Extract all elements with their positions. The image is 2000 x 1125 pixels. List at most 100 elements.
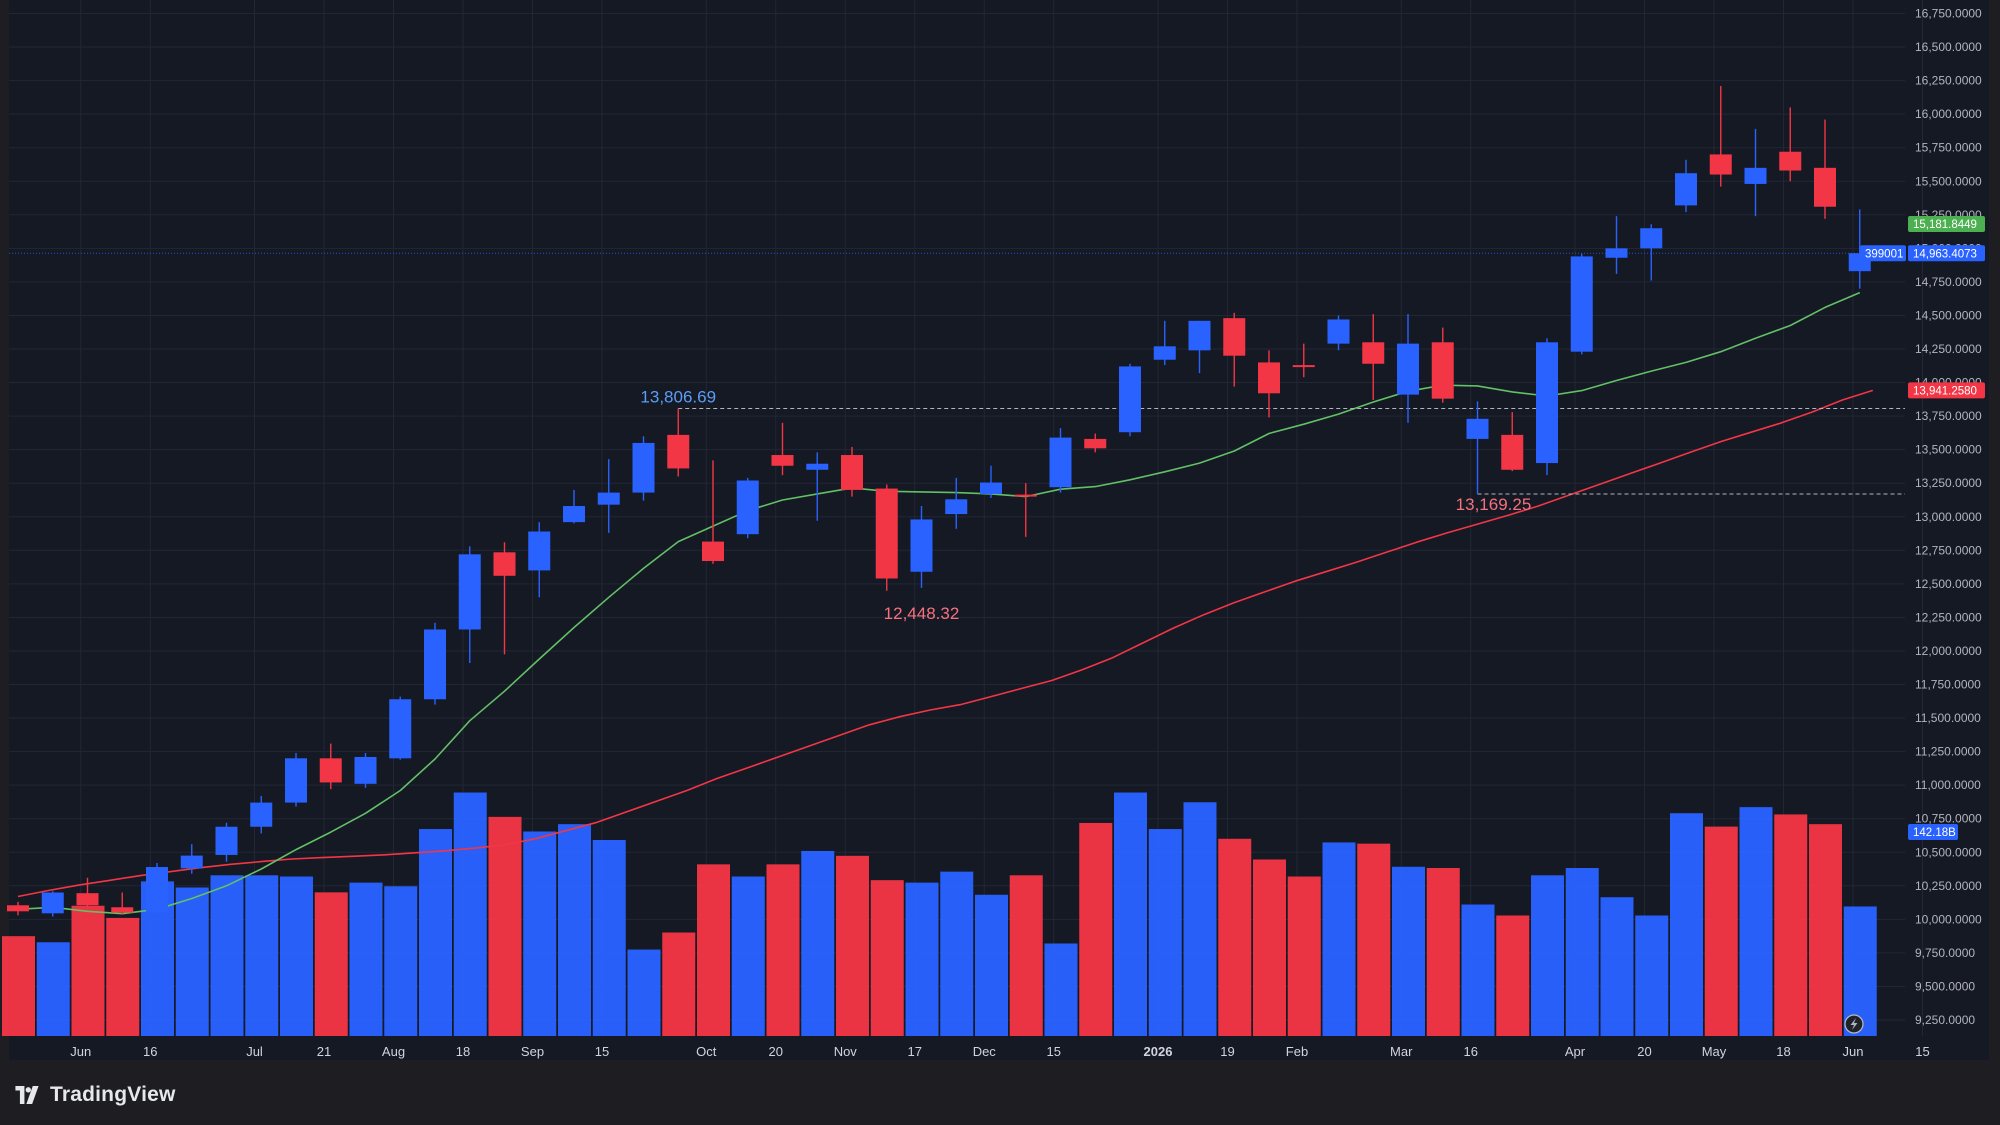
y-tick-label: 12,000.0000 (1915, 644, 1982, 658)
candle-body (980, 482, 1002, 494)
candle-body (597, 492, 620, 505)
x-tick-label: 2026 (1144, 1044, 1173, 1059)
candle-body (1223, 318, 1246, 356)
y-tick-label: 13,000.0000 (1915, 510, 1982, 524)
candle-body (111, 907, 134, 913)
x-tick-label: Jun (70, 1044, 91, 1059)
candle-body (1258, 362, 1280, 394)
volume-bar (1809, 824, 1842, 1036)
candle-body (1153, 346, 1176, 360)
y-tick-label: 10,500.0000 (1915, 845, 1982, 859)
candle-body (1709, 154, 1732, 175)
y-tick-label: 16,000.0000 (1915, 107, 1982, 121)
candle-body (76, 893, 99, 906)
volume-bar (1322, 842, 1356, 1036)
moving-averages (9, 252, 1905, 915)
y-tick-label: 16,750.0000 (1915, 7, 1982, 21)
x-tick-label: 17 (908, 1044, 922, 1059)
volume-bar (1044, 943, 1078, 1036)
candle-body (1084, 438, 1107, 449)
annotations: 13,806.69 12,448.32 13,169.25 (640, 387, 1531, 622)
price-axis[interactable]: 16,750.0000 16,500.0000 16,250.0000 16,000.… (1915, 7, 1982, 1028)
x-tick-label: Oct (696, 1044, 717, 1059)
y-tick-label: 9,250.0000 (1915, 1013, 1975, 1027)
candle-body (1501, 434, 1524, 470)
y-tick-label: 13,750.0000 (1915, 409, 1982, 423)
volume-bar (1843, 906, 1877, 1036)
volume-bar (801, 850, 835, 1036)
volume-bar (1496, 915, 1530, 1036)
replay-button[interactable] (1844, 1014, 1864, 1034)
volume-bars (2, 792, 1877, 1036)
ma-slow-line (17, 389, 1874, 898)
volume-value-tag (1908, 824, 1958, 840)
candle-body (1640, 228, 1663, 249)
y-tick-label: 9,500.0000 (1915, 979, 1975, 993)
y-tick-label: 13,500.0000 (1915, 443, 1982, 457)
y-tick-label: 14,750.0000 (1915, 275, 1982, 289)
candle-body (702, 541, 724, 562)
candle-body (910, 519, 933, 572)
candle-body (285, 758, 307, 803)
volume-bar (1114, 792, 1147, 1036)
candle-body (736, 480, 759, 535)
volume-bar (1461, 904, 1495, 1036)
x-tick-label: Feb (1286, 1044, 1308, 1059)
time-axis[interactable]: Jun 16 Jul 21 Aug 18 Sep 15 Oct 20 Nov 17 Dec 15 2026 1… (70, 1044, 1929, 1059)
volume-bar (1183, 802, 1217, 1036)
countdown-text: 399001 (1865, 248, 1903, 260)
y-tick-label: 16,500.0000 (1915, 40, 1982, 54)
volume-bar (1531, 875, 1564, 1036)
volume-bar (1253, 859, 1286, 1036)
volume-bar (488, 816, 522, 1036)
y-tick-label: 16,250.0000 (1915, 74, 1982, 88)
volume-bar (280, 876, 313, 1036)
volume-bar (1357, 843, 1391, 1036)
volume-bar (940, 871, 974, 1036)
candle-body (424, 629, 446, 700)
low-annotation-label-2: 13,169.25 (1456, 495, 1532, 514)
volume-bar (349, 882, 383, 1036)
brand[interactable]: TradingView (12, 1082, 176, 1108)
x-tick-label: Jun (1843, 1044, 1864, 1059)
price-chart[interactable]: 13,806.69 12,448.32 13,169.25 16,750.000… (0, 0, 2000, 1060)
volume-bar (245, 875, 279, 1036)
candle-body (146, 867, 168, 912)
x-tick-label: 18 (1776, 1044, 1790, 1059)
volume-bar (592, 840, 626, 1036)
candle-body (215, 826, 238, 855)
candle-body (389, 699, 412, 759)
candle-body (354, 756, 377, 784)
volume-bar (1009, 875, 1043, 1036)
candle-body (1049, 437, 1072, 488)
x-tick-label: 18 (456, 1044, 470, 1059)
candle-body (7, 905, 29, 912)
x-tick-label: 20 (1637, 1044, 1651, 1059)
volume-bar (1392, 866, 1425, 1036)
y-tick-label: 14,250.0000 (1915, 342, 1982, 356)
volume-bar (36, 942, 70, 1036)
y-tick-label: 11,750.0000 (1915, 678, 1981, 692)
volume-bar (210, 875, 244, 1036)
volume-bar (314, 892, 348, 1036)
x-tick-label: Aug (382, 1044, 405, 1059)
y-tick-label: 15,500.0000 (1915, 174, 1982, 188)
x-tick-label: 19 (1220, 1044, 1234, 1059)
volume-bar (836, 855, 869, 1036)
candle-body (1814, 167, 1836, 207)
volume-bar (662, 932, 696, 1036)
volume-bar (697, 864, 730, 1036)
x-tick-label: Sep (521, 1044, 544, 1059)
volume-bar (1704, 826, 1738, 1036)
y-tick-label: 15,750.0000 (1915, 141, 1982, 155)
low-annotation-label-1: 12,448.32 (884, 604, 960, 623)
candle-body (180, 855, 203, 869)
x-tick-label: 15 (595, 1044, 609, 1059)
volume-bar (1148, 829, 1182, 1036)
candle-body (493, 552, 516, 576)
candle-body (1397, 343, 1419, 395)
volume-bar (1079, 822, 1113, 1036)
volume-bar (71, 905, 105, 1036)
last-price-text: 14,963.4073 (1913, 248, 1977, 260)
